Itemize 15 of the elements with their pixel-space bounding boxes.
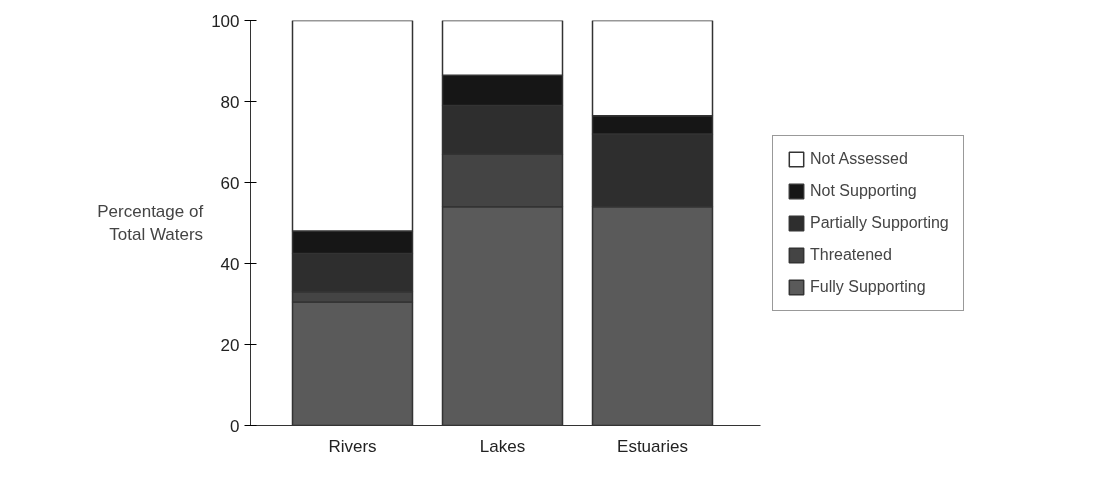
legend-label: Partially Supporting (810, 213, 949, 232)
x-tick-label: Rivers (328, 436, 377, 456)
y-tick-label: 60 (220, 173, 240, 193)
y-axis-title: Percentage of Total Waters (97, 202, 204, 244)
y-tick-label: 40 (220, 254, 240, 274)
y-tick-label: 100 (211, 11, 240, 31)
legend-label: Fully Supporting (810, 277, 926, 296)
y-tick-label: 20 (220, 335, 240, 355)
legend-label: Not Supporting (810, 181, 917, 200)
legend-label: Not Assessed (810, 149, 908, 168)
x-tick-label: Lakes (479, 436, 526, 456)
x-tick-label: Estuaries (617, 436, 688, 456)
y-tick-label: 80 (220, 92, 240, 112)
y-tick-label: 0 (230, 416, 240, 436)
legend-label: Threatened (810, 245, 892, 264)
